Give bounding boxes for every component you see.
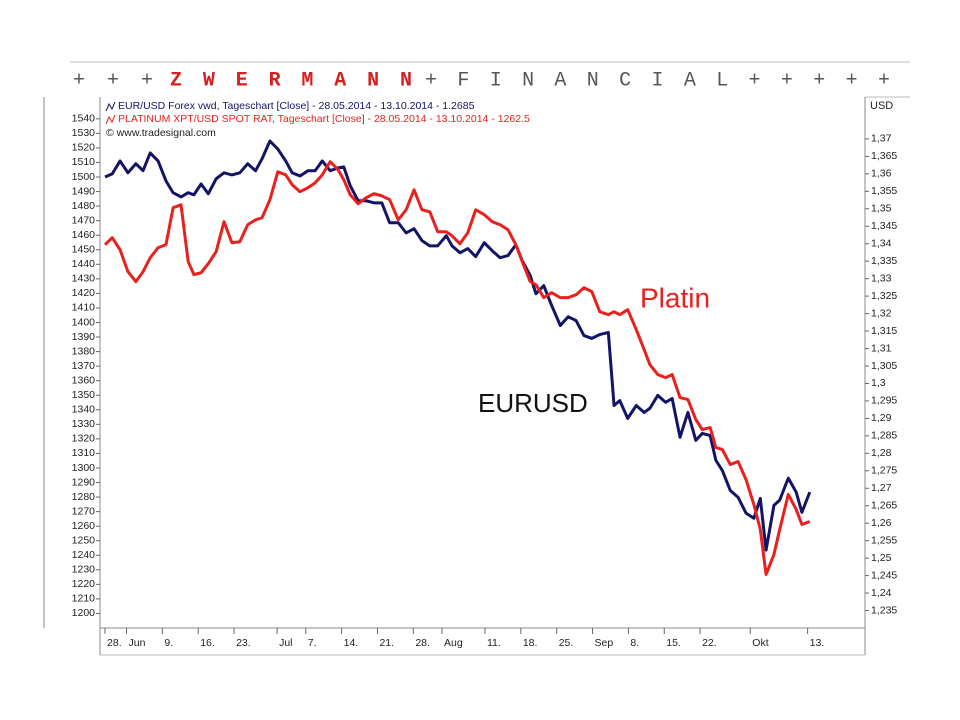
y-tick-label: 1440 [72, 258, 96, 270]
y-tick-label: 1490 [72, 185, 96, 197]
series-line [103, 160, 811, 576]
y2-tick-label: 1,26 [871, 517, 892, 529]
y2-tick-label: 1,365 [871, 150, 897, 162]
y-tick-label: 1400 [72, 316, 96, 328]
y-tick-label: 1520 [72, 142, 96, 154]
y2-tick-label: 1,265 [871, 500, 897, 512]
y-tick-label: 1450 [72, 244, 96, 256]
y2-tick-label: 1,31 [871, 342, 892, 354]
y2-tick-label: 1,25 [871, 552, 892, 564]
y2-tick-label: 1,27 [871, 482, 892, 494]
y2-tick-label: 1,3 [871, 377, 886, 389]
y-tick-label: 1230 [72, 564, 96, 576]
x-tick-label: 11. [487, 637, 501, 649]
x-tick-label: 9. [164, 637, 173, 649]
legend-entry: © www.tradesignal.com [106, 127, 216, 139]
y2-tick-label: 1,355 [871, 185, 897, 197]
y-tick-label: 1320 [72, 433, 96, 445]
y-tick-label: 1360 [72, 374, 96, 386]
y2-tick-label: 1,325 [871, 290, 897, 302]
x-tick-label: Okt [752, 637, 768, 649]
header-right: + F I N A N C I A L + + + + + [425, 69, 890, 92]
x-tick-label: 18. [523, 637, 538, 649]
y2-tick-label: 1,315 [871, 325, 897, 337]
x-tick-label: 8. [630, 637, 639, 649]
header-brand: Z W E R M A N N [170, 69, 412, 92]
y-tick-label: 1210 [72, 593, 96, 605]
x-tick-label: Sep [595, 637, 614, 649]
y2-tick-label: 1,345 [871, 220, 897, 232]
x-tick-label: 25. [559, 637, 574, 649]
legend-icon [105, 101, 116, 112]
legend-entry: PLATINUM XPT/USD SPOT RAT, Tageschart [C… [118, 113, 530, 125]
annotation: Platin [640, 282, 710, 313]
y-tick-label: 1530 [72, 127, 96, 139]
x-tick-label: 14. [344, 637, 359, 649]
y-tick-label: 1250 [72, 534, 96, 546]
y2-tick-label: 1,29 [871, 412, 892, 424]
y-tick-label: 1470 [72, 214, 96, 226]
y-tick-label: 1370 [72, 360, 96, 372]
x-tick-label: 21. [379, 637, 394, 649]
y2-tick-label: 1,235 [871, 604, 897, 616]
plot-background [44, 97, 865, 628]
y2-tick-label: 1,36 [871, 168, 892, 180]
x-tick-label: 28. [107, 637, 122, 649]
y-tick-label: 1350 [72, 389, 96, 401]
y2-tick-label: 1,255 [871, 534, 897, 546]
x-tick-label: Aug [444, 637, 463, 649]
y-tick-label: 1330 [72, 418, 96, 430]
y-tick-label: 1260 [72, 520, 96, 532]
y2-axis-label: USD [870, 100, 893, 112]
x-tick-label: 23. [236, 637, 251, 649]
y-tick-label: 1280 [72, 491, 96, 503]
y2-tick-label: 1,33 [871, 272, 892, 284]
x-tick-label: Jun [129, 637, 146, 649]
y2-tick-label: 1,305 [871, 360, 897, 372]
x-tick-label: Jul [279, 637, 292, 649]
y-tick-label: 1540 [72, 113, 96, 125]
y-tick-label: 1510 [72, 156, 96, 168]
legend-icon [105, 114, 116, 125]
y-tick-label: 1340 [72, 404, 96, 416]
y2-tick-label: 1,285 [871, 430, 897, 442]
y-tick-label: 1500 [72, 171, 96, 183]
y-tick-label: 1390 [72, 331, 96, 343]
y-tick-label: 1410 [72, 302, 96, 314]
annotation: EURUSD [478, 388, 588, 418]
legend-entry: EUR/USD Forex vwd, Tageschart [Close] - … [118, 100, 475, 112]
series-line [104, 139, 812, 552]
y-tick-label: 1420 [72, 287, 96, 299]
y-tick-label: 1220 [72, 578, 96, 590]
y2-tick-label: 1,295 [871, 395, 897, 407]
header-left: + + + [73, 69, 153, 92]
y2-tick-label: 1,35 [871, 203, 892, 215]
y-tick-label: 1460 [72, 229, 96, 241]
x-tick-label: 22. [702, 637, 717, 649]
y-tick-label: 1380 [72, 345, 96, 357]
y2-tick-label: 1,37 [871, 133, 892, 145]
y2-tick-label: 1,34 [871, 238, 892, 250]
y-tick-label: 1290 [72, 476, 96, 488]
x-tick-label: 28. [415, 637, 430, 649]
y2-tick-label: 1,335 [871, 255, 897, 267]
y-tick-label: 1200 [72, 607, 96, 619]
y-tick-label: 1310 [72, 447, 96, 459]
y2-tick-label: 1,24 [871, 587, 892, 599]
y-tick-label: 1240 [72, 549, 96, 561]
y-tick-label: 1300 [72, 462, 96, 474]
y-tick-label: 1270 [72, 505, 96, 517]
x-tick-label: 16. [200, 637, 215, 649]
y-tick-label: 1430 [72, 273, 96, 285]
y2-tick-label: 1,32 [871, 307, 892, 319]
x-tick-label: 13. [810, 637, 825, 649]
y2-tick-label: 1,245 [871, 569, 897, 581]
y2-tick-label: 1,275 [871, 465, 897, 477]
y2-tick-label: 1,28 [871, 447, 892, 459]
y-tick-label: 1480 [72, 200, 96, 212]
x-tick-label: 15. [666, 637, 681, 649]
x-tick-label: 7. [308, 637, 317, 649]
